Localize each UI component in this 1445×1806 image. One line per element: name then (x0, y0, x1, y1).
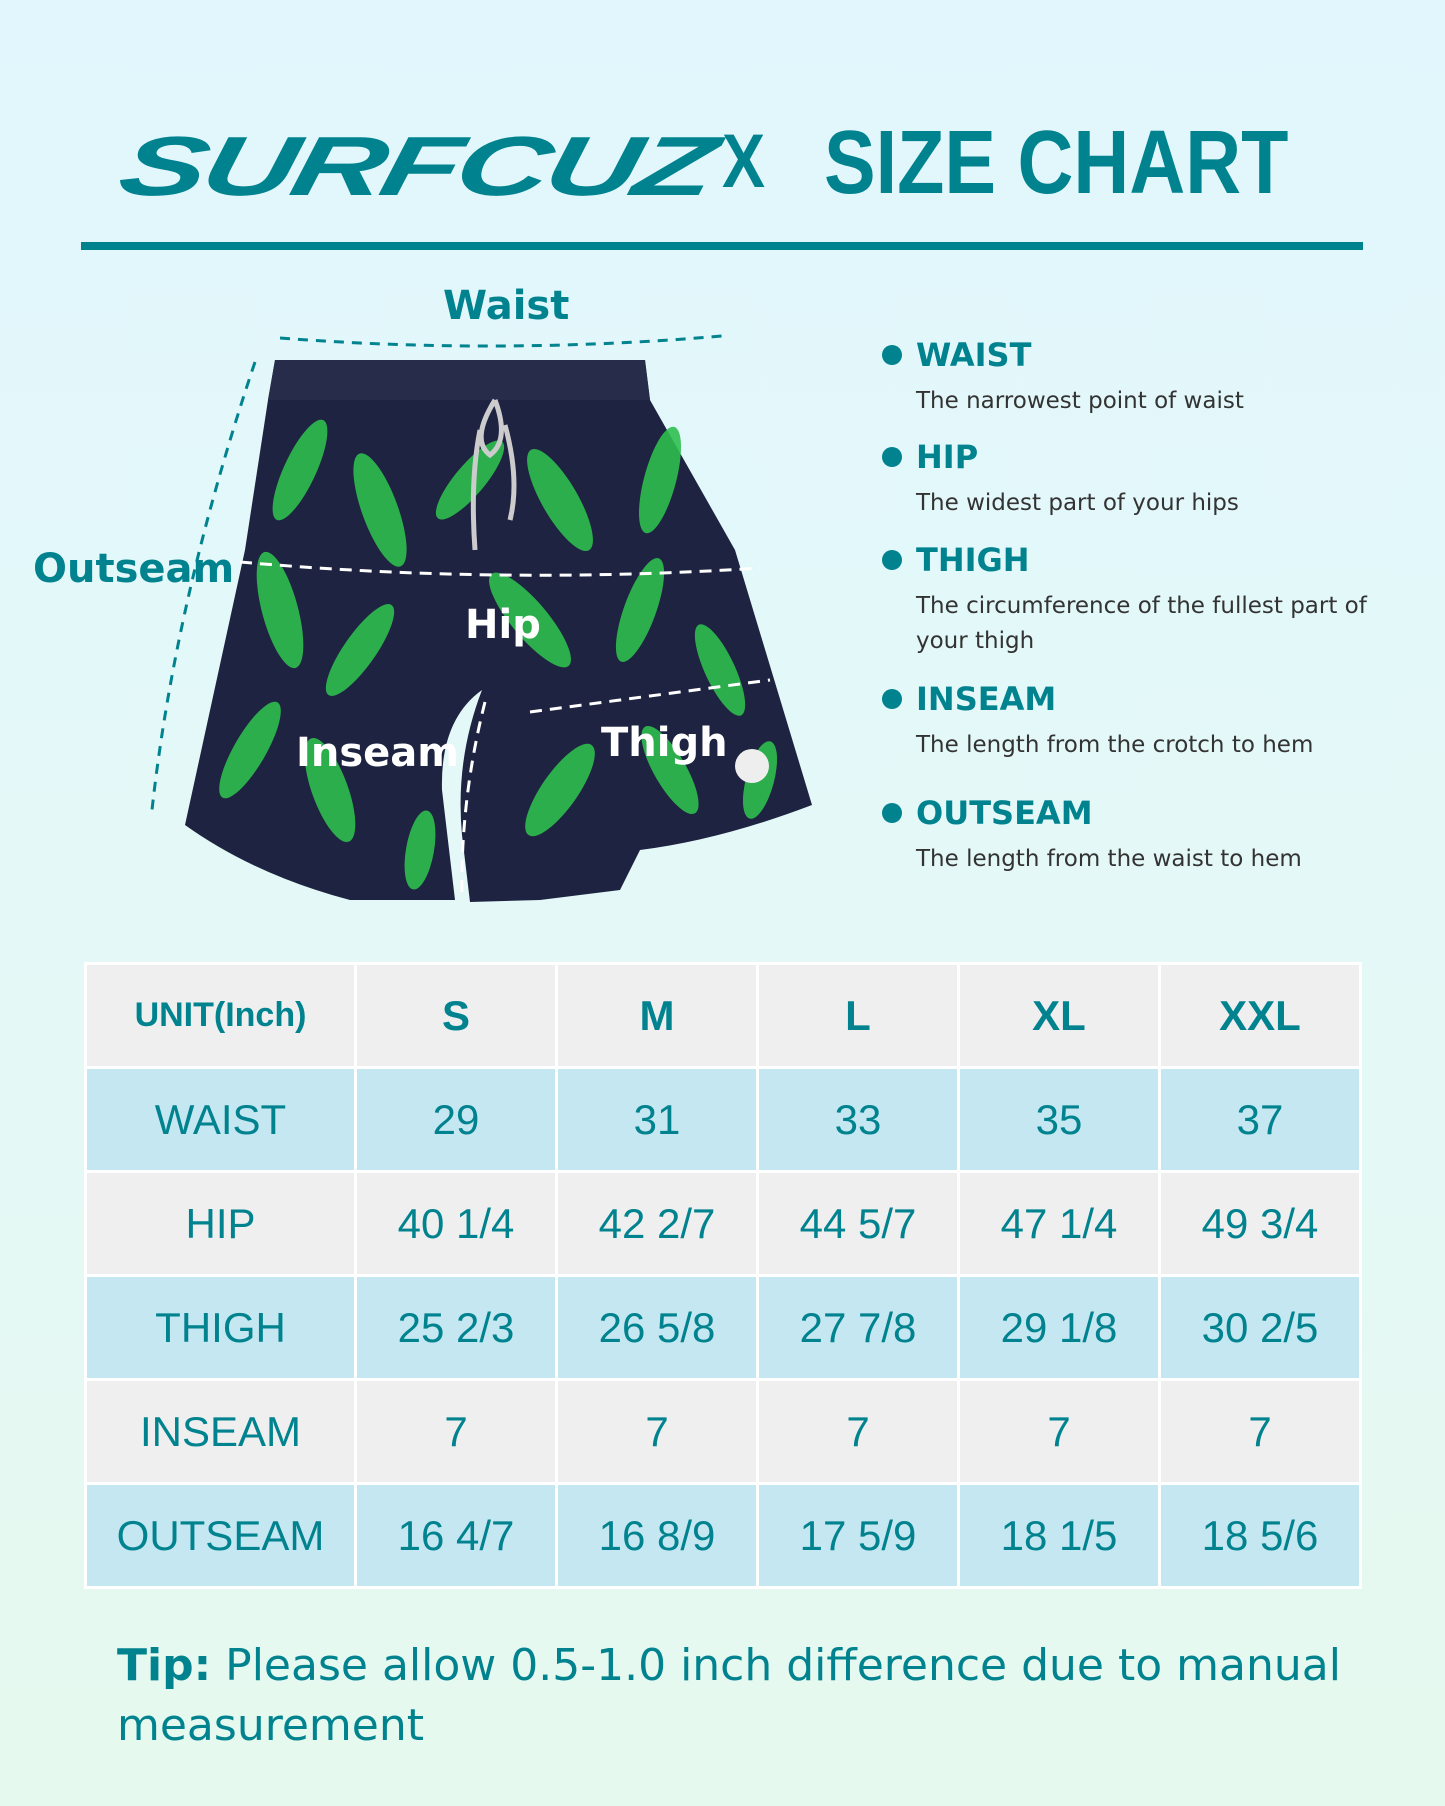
header-cell: L (756, 962, 960, 1069)
table-cell: 29 1/8 (957, 1274, 1161, 1381)
table-row: INSEAM 7 7 7 7 7 (84, 1378, 1362, 1485)
definition-hip: HIP The widest part of your hips (882, 438, 1396, 521)
inseam-label: Inseam (296, 730, 459, 776)
table-cell: 18 5/6 (1158, 1482, 1362, 1589)
table-cell: 25 2/3 (354, 1274, 558, 1381)
table-cell: 31 (555, 1066, 759, 1173)
separator: X (722, 119, 766, 204)
table-cell: 7 (957, 1378, 1161, 1485)
divider (81, 242, 1363, 250)
table-cell: 7 (1158, 1378, 1362, 1485)
table-row: OUTSEAM 16 4/7 16 8/9 17 5/9 18 1/5 18 5… (84, 1482, 1362, 1589)
bullet-icon (882, 345, 902, 365)
page-title: SIZE CHART (824, 113, 1289, 213)
table-cell: 27 7/8 (756, 1274, 960, 1381)
size-table: UNIT(Inch) S M L XL XXL WAIST 29 31 33 3… (84, 962, 1362, 1589)
bullet-icon (882, 803, 902, 823)
thigh-measure-line (529, 678, 771, 714)
outseam-measure-line (150, 361, 257, 811)
hip-label: Hip (465, 602, 541, 648)
row-label: THIGH (84, 1274, 357, 1381)
table-cell: 18 1/5 (957, 1482, 1161, 1589)
table-row: WAIST 29 31 33 35 37 (84, 1066, 1362, 1173)
bullet-icon (882, 447, 902, 467)
table-cell: 16 8/9 (555, 1482, 759, 1589)
table-cell: 42 2/7 (555, 1170, 759, 1277)
table-cell: 7 (756, 1378, 960, 1485)
table-header-row: UNIT(Inch) S M L XL XXL (84, 962, 1362, 1069)
table-cell: 26 5/8 (555, 1274, 759, 1381)
table-cell: 30 2/5 (1158, 1274, 1362, 1381)
table-cell: 37 (1158, 1066, 1362, 1173)
tip-note: Tip: Please allow 0.5-1.0 inch differenc… (117, 1636, 1367, 1756)
table-cell: 17 5/9 (756, 1482, 960, 1589)
row-label: INSEAM (84, 1378, 357, 1485)
tip-label: Tip: (117, 1640, 212, 1691)
header-cell: M (555, 962, 759, 1069)
table-cell: 33 (756, 1066, 960, 1173)
definition-thigh: THIGH The circumference of the fullest p… (882, 541, 1376, 659)
thigh-label: Thigh (601, 720, 728, 766)
waist-label: Waist (443, 283, 570, 329)
bullet-icon (882, 689, 902, 709)
header-cell: UNIT(Inch) (84, 962, 357, 1069)
row-label: HIP (84, 1170, 357, 1277)
header-cell: S (354, 962, 558, 1069)
hip-measure-line (239, 560, 761, 577)
table-cell: 7 (354, 1378, 558, 1485)
table-cell: 29 (354, 1066, 558, 1173)
shorts-image (185, 360, 812, 902)
outseam-label: Outseam (33, 546, 235, 592)
table-row: THIGH 25 2/3 26 5/8 27 7/8 29 1/8 30 2/5 (84, 1274, 1362, 1381)
table-cell: 7 (555, 1378, 759, 1485)
inseam-measure-line (460, 701, 487, 901)
row-label: WAIST (84, 1066, 357, 1173)
definition-waist: WAIST The narrowest point of waist (882, 336, 1396, 419)
row-label: OUTSEAM (84, 1482, 357, 1589)
header-cell: XXL (1158, 962, 1362, 1069)
tip-text: Please allow 0.5-1.0 inch difference due… (117, 1640, 1341, 1751)
table-cell: 44 5/7 (756, 1170, 960, 1277)
definition-outseam: OUTSEAM The length from the waist to hem (882, 794, 1396, 877)
shorts-diagram (150, 334, 812, 902)
table-cell: 16 4/7 (354, 1482, 558, 1589)
table-cell: 40 1/4 (354, 1170, 558, 1277)
table-cell: 35 (957, 1066, 1161, 1173)
bullet-icon (882, 550, 902, 570)
definition-inseam: INSEAM The length from the crotch to hem (882, 680, 1396, 763)
table-cell: 47 1/4 (957, 1170, 1161, 1277)
waist-measure-line (279, 334, 723, 348)
table-cell: 49 3/4 (1158, 1170, 1362, 1277)
brand-logo: SURFCUZ (111, 119, 722, 213)
table-row: HIP 40 1/4 42 2/7 44 5/7 47 1/4 49 3/4 (84, 1170, 1362, 1277)
header-cell: XL (957, 962, 1161, 1069)
